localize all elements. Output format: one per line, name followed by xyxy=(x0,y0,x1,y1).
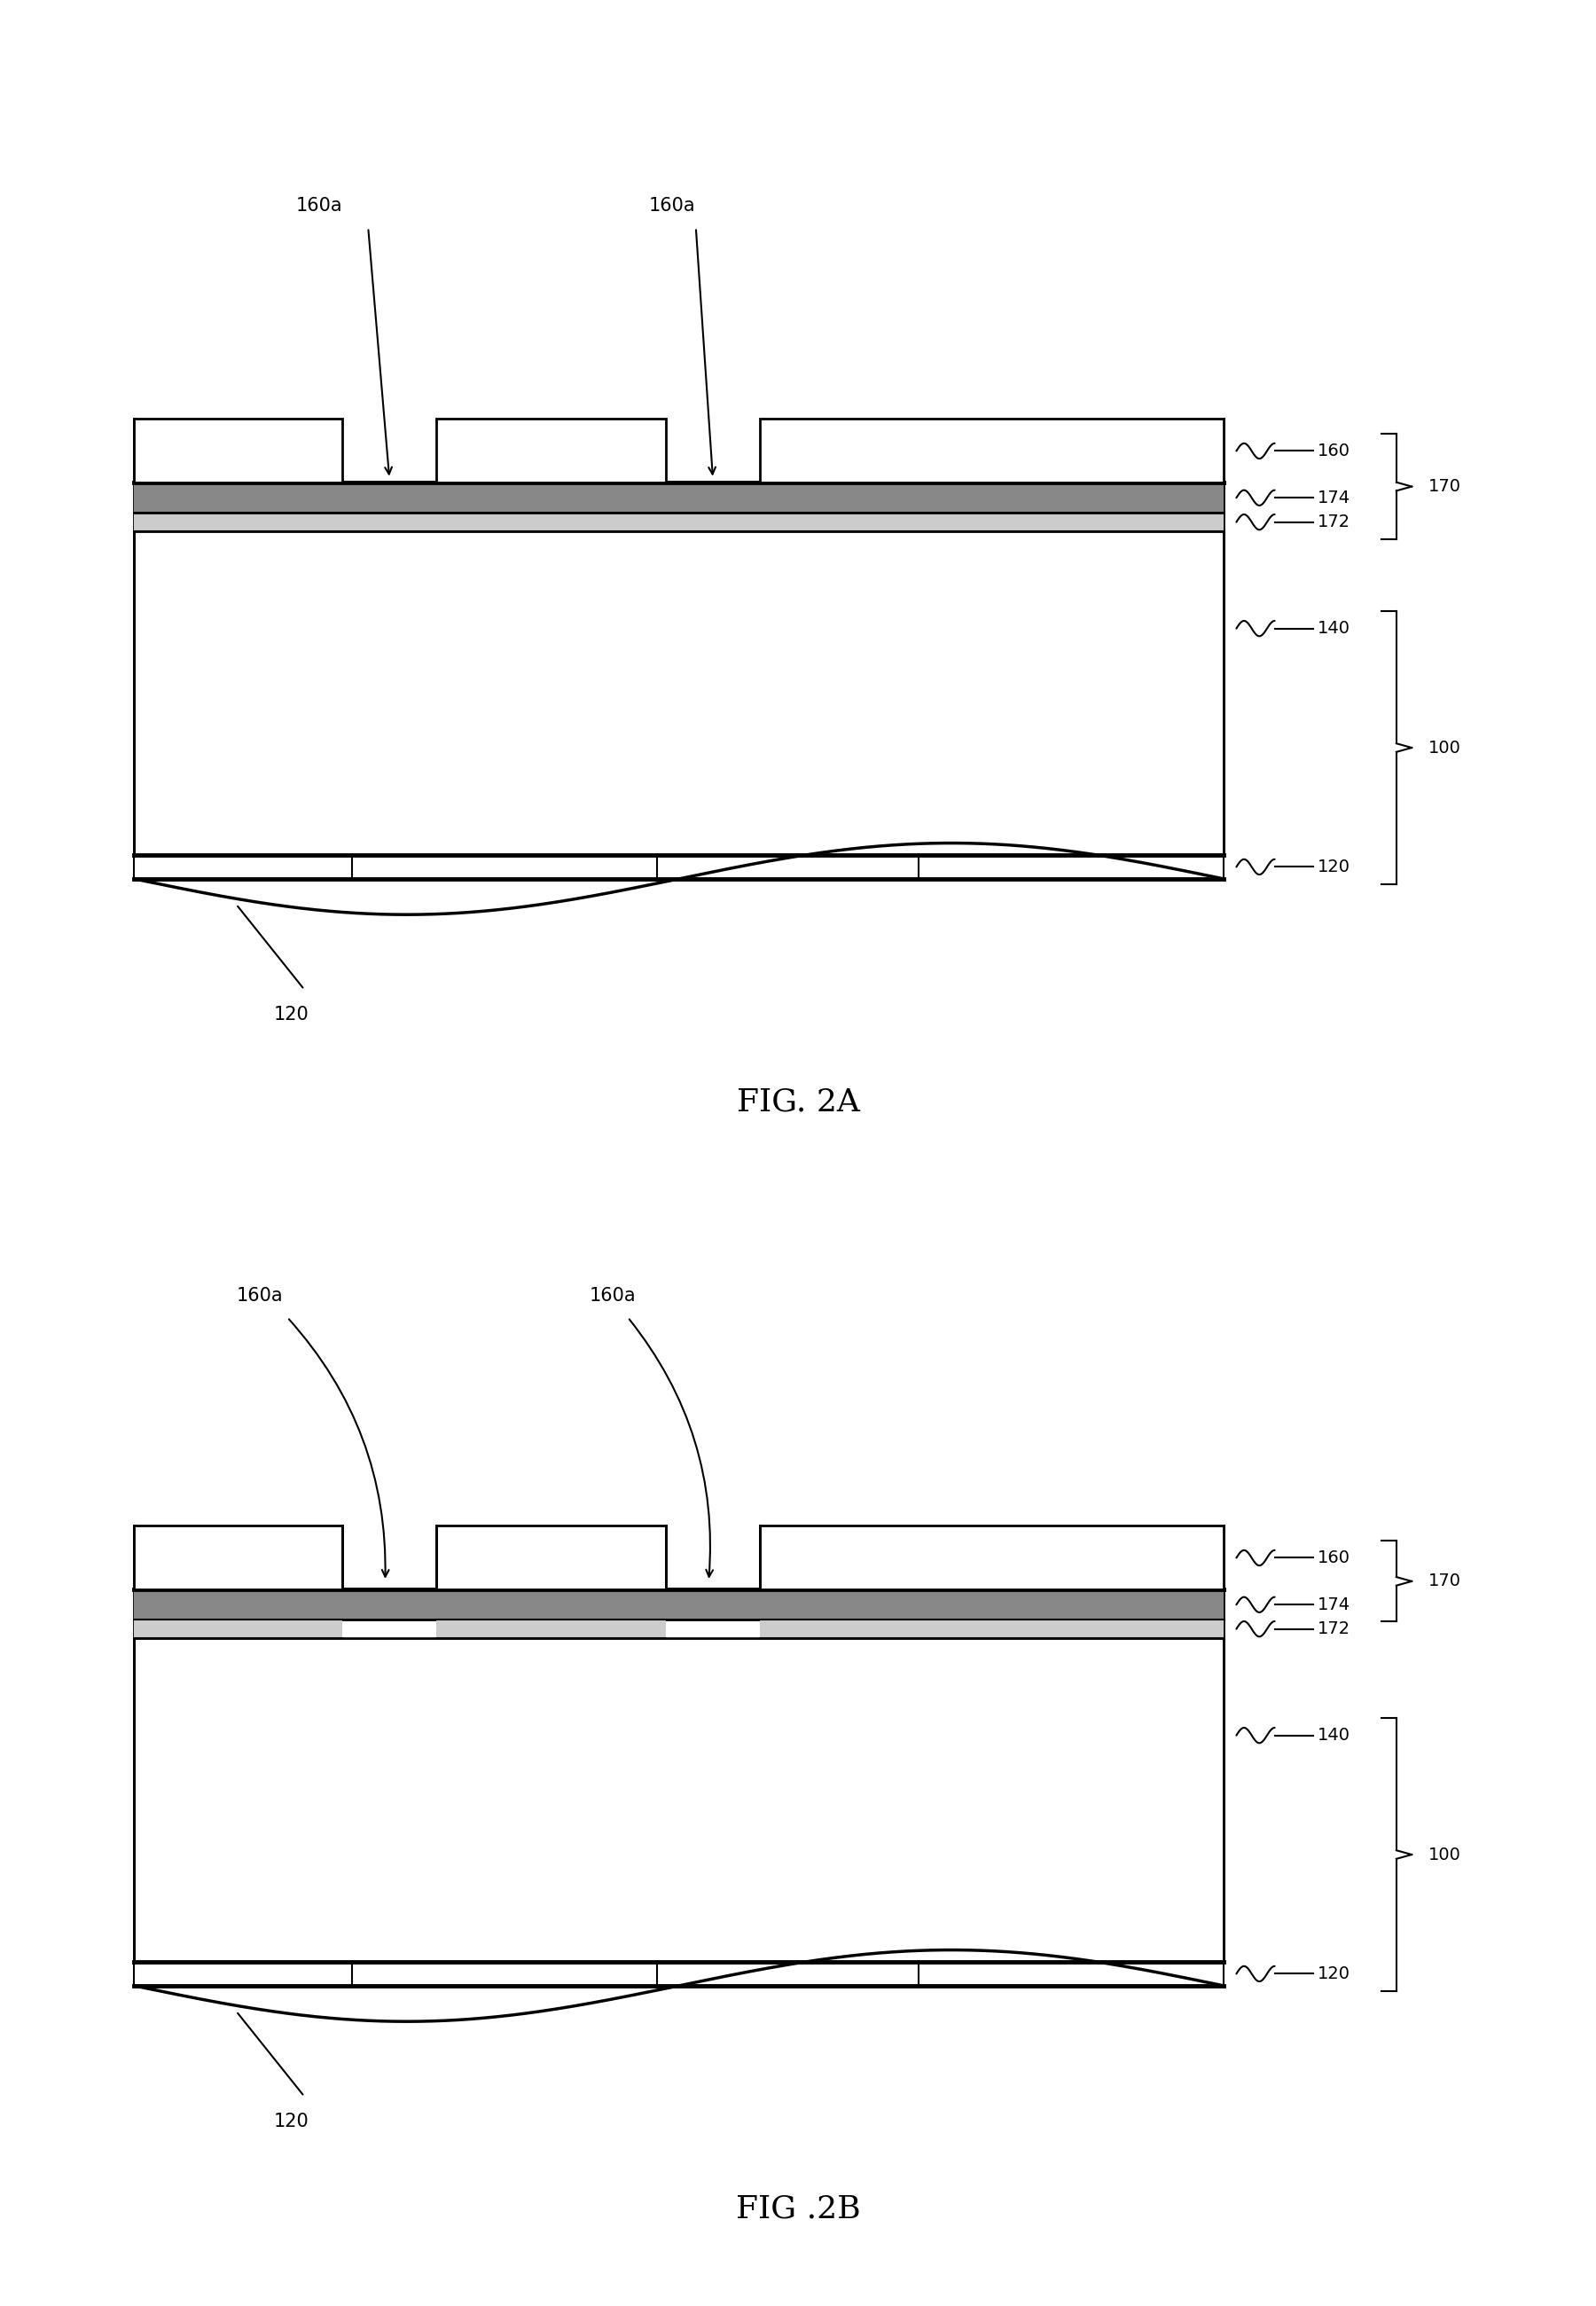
Text: 140: 140 xyxy=(1317,620,1350,636)
Text: 100: 100 xyxy=(1428,740,1460,756)
Text: 120: 120 xyxy=(275,2112,310,2131)
Text: 160a: 160a xyxy=(650,198,696,214)
Text: 174: 174 xyxy=(1317,489,1350,507)
Text: 140: 140 xyxy=(1317,1727,1350,1743)
Bar xyxy=(134,420,343,482)
Bar xyxy=(134,512,1224,530)
Text: 120: 120 xyxy=(275,1005,310,1024)
Bar xyxy=(134,856,1224,879)
Text: 160a: 160a xyxy=(295,198,343,214)
Bar xyxy=(134,1619,343,1637)
Text: FIG .2B: FIG .2B xyxy=(736,2193,860,2223)
Bar xyxy=(134,1962,1224,1985)
Text: 160a: 160a xyxy=(589,1287,637,1305)
Text: 172: 172 xyxy=(1317,514,1350,530)
Text: 170: 170 xyxy=(1428,1573,1460,1589)
Bar xyxy=(134,482,1224,512)
Text: 174: 174 xyxy=(1317,1596,1350,1614)
Bar xyxy=(134,1637,1224,1962)
Bar xyxy=(134,1589,1224,1619)
Text: 172: 172 xyxy=(1317,1621,1350,1637)
Text: 160: 160 xyxy=(1317,443,1350,459)
Bar xyxy=(760,420,1224,482)
Text: 160a: 160a xyxy=(236,1287,282,1305)
Bar xyxy=(134,1527,343,1589)
Bar xyxy=(760,1619,1224,1637)
Bar xyxy=(436,1527,666,1589)
Text: 120: 120 xyxy=(1317,858,1350,876)
Text: 170: 170 xyxy=(1428,477,1460,496)
Bar xyxy=(436,1619,666,1637)
Text: FIG. 2A: FIG. 2A xyxy=(736,1086,860,1116)
Text: 120: 120 xyxy=(1317,1965,1350,1983)
Bar xyxy=(436,420,666,482)
Text: 160: 160 xyxy=(1317,1550,1350,1566)
Bar xyxy=(134,530,1224,856)
Text: 100: 100 xyxy=(1428,1847,1460,1863)
Bar xyxy=(760,1527,1224,1589)
